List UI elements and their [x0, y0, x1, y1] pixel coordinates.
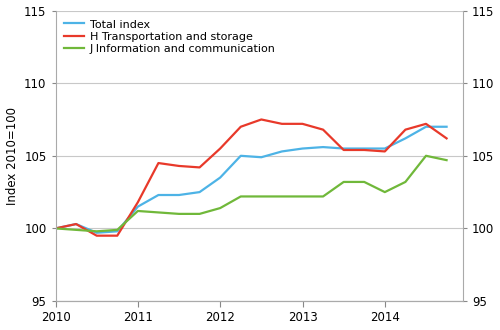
- H Transportation and storage: [217, 147, 223, 150]
- Total index: [196, 190, 202, 194]
- H Transportation and storage: [320, 128, 326, 132]
- J Information and communication: [279, 194, 285, 198]
- H Transportation and storage: [444, 136, 450, 140]
- H Transportation and storage: [114, 234, 120, 238]
- Total index: [361, 147, 367, 150]
- Total index: [279, 149, 285, 153]
- Total index: [217, 176, 223, 180]
- J Information and communication: [340, 180, 346, 184]
- H Transportation and storage: [176, 164, 182, 168]
- H Transportation and storage: [52, 226, 59, 230]
- J Information and communication: [73, 228, 79, 232]
- J Information and communication: [258, 194, 264, 198]
- H Transportation and storage: [340, 148, 346, 152]
- H Transportation and storage: [382, 149, 388, 153]
- H Transportation and storage: [94, 234, 100, 238]
- Total index: [73, 222, 79, 226]
- Line: Total index: Total index: [56, 127, 446, 233]
- Total index: [135, 205, 141, 209]
- Total index: [94, 231, 100, 235]
- J Information and communication: [238, 194, 244, 198]
- J Information and communication: [300, 194, 306, 198]
- J Information and communication: [114, 228, 120, 232]
- J Information and communication: [135, 209, 141, 213]
- Total index: [382, 147, 388, 150]
- Total index: [300, 147, 306, 150]
- H Transportation and storage: [73, 222, 79, 226]
- J Information and communication: [444, 158, 450, 162]
- H Transportation and storage: [402, 128, 408, 132]
- Legend: Total index, H Transportation and storage, J Information and communication: Total index, H Transportation and storag…: [61, 16, 279, 57]
- Total index: [423, 125, 429, 129]
- Line: H Transportation and storage: H Transportation and storage: [56, 119, 446, 236]
- Total index: [402, 136, 408, 140]
- J Information and communication: [156, 211, 162, 214]
- H Transportation and storage: [300, 122, 306, 126]
- J Information and communication: [196, 212, 202, 216]
- Total index: [444, 125, 450, 129]
- J Information and communication: [423, 154, 429, 158]
- H Transportation and storage: [258, 117, 264, 121]
- J Information and communication: [402, 180, 408, 184]
- Total index: [340, 147, 346, 150]
- H Transportation and storage: [361, 148, 367, 152]
- J Information and communication: [94, 229, 100, 233]
- H Transportation and storage: [135, 200, 141, 204]
- Total index: [114, 229, 120, 233]
- J Information and communication: [52, 226, 59, 230]
- H Transportation and storage: [196, 165, 202, 169]
- J Information and communication: [176, 212, 182, 216]
- J Information and communication: [320, 194, 326, 198]
- H Transportation and storage: [279, 122, 285, 126]
- Total index: [238, 154, 244, 158]
- Total index: [258, 155, 264, 159]
- H Transportation and storage: [238, 125, 244, 129]
- Total index: [320, 145, 326, 149]
- Y-axis label: Index 2010=100: Index 2010=100: [6, 107, 18, 205]
- Total index: [52, 226, 59, 230]
- J Information and communication: [382, 190, 388, 194]
- Total index: [156, 193, 162, 197]
- H Transportation and storage: [423, 122, 429, 126]
- J Information and communication: [361, 180, 367, 184]
- Total index: [176, 193, 182, 197]
- J Information and communication: [217, 206, 223, 210]
- H Transportation and storage: [156, 161, 162, 165]
- Line: J Information and communication: J Information and communication: [56, 156, 446, 231]
